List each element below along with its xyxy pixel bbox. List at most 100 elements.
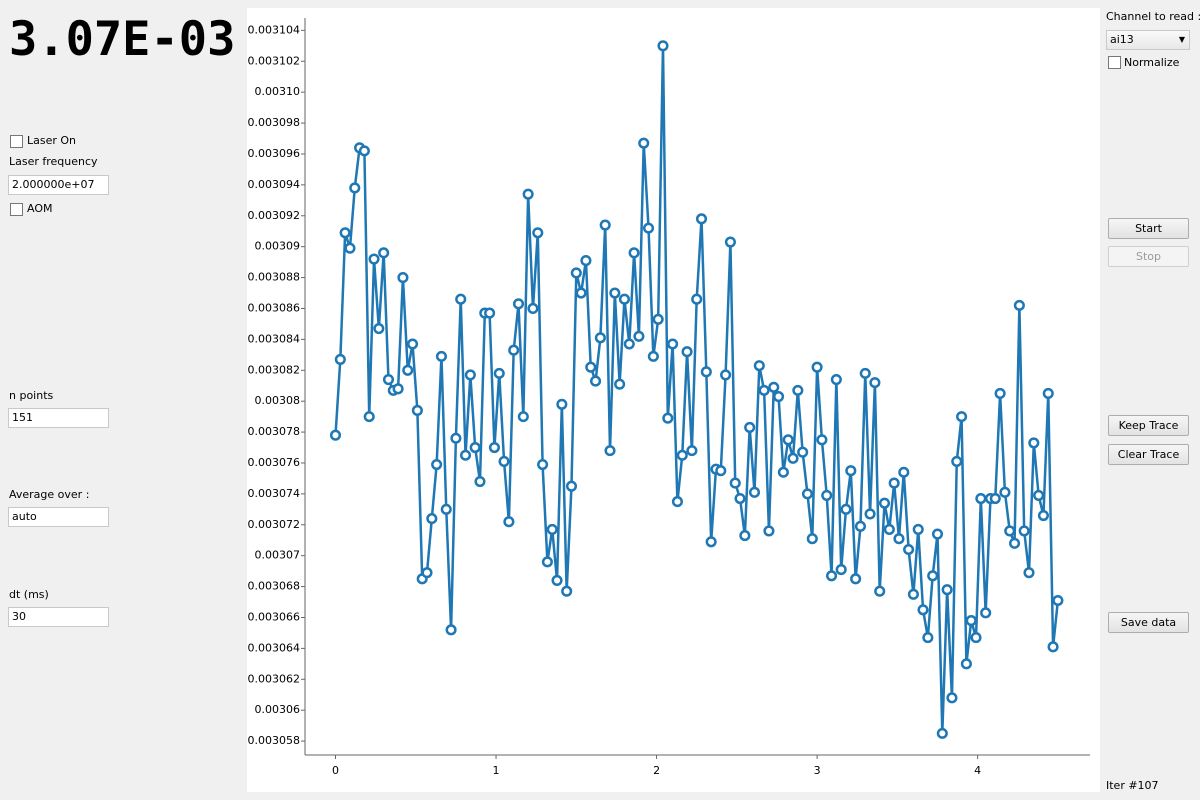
data-point [830,373,842,386]
data-point [859,367,871,379]
data-point [840,503,852,515]
data-point [917,604,929,616]
data-point [671,496,683,508]
data-point [609,287,621,299]
data-point [816,434,828,446]
y-tick-label: 0.00309 [255,240,301,253]
data-point [1004,525,1016,537]
data-point [946,692,958,704]
data-point [484,307,496,319]
data-point [1052,594,1064,607]
data-point [1023,567,1035,579]
data-point [633,330,645,342]
data-point [469,441,481,454]
data-point [715,465,727,477]
data-point [614,378,626,390]
data-point [498,455,510,467]
data-point [676,449,688,461]
data-point [363,411,375,423]
data-point [1028,437,1040,449]
data-point [517,411,529,423]
data-point [493,367,505,379]
data-point [864,508,876,520]
data-point [1013,299,1025,311]
data-point [907,588,919,600]
data-point [758,384,770,396]
checkbox[interactable] [1108,56,1121,69]
data-point [821,489,833,501]
checkbox[interactable] [10,203,23,216]
y-tick-label: 0.003098 [248,116,301,129]
data-point [748,486,761,498]
status-text: Iter #107 [1106,779,1159,792]
data-point [604,445,616,457]
data-point [397,272,409,284]
data-point [792,384,804,396]
data-point [1042,387,1054,400]
data-point [903,543,915,556]
data-point [642,222,655,234]
button[interactable]: Save data [1108,612,1189,633]
data-point [426,513,438,525]
data-point [464,369,476,381]
data-point [565,480,578,492]
data-point [686,445,698,457]
data-point [599,219,611,231]
data-point [435,350,448,362]
data-point [580,255,592,267]
dropdown[interactable]: ai13 ▼ [1106,30,1190,50]
data-point [753,360,765,372]
data-point [628,247,640,259]
data-point [618,293,631,305]
data-point [825,570,838,582]
data-point [931,528,944,540]
data-point [344,242,356,254]
data-point [440,503,452,515]
data-point [431,458,443,471]
data-point [927,570,939,582]
y-tick-label: 0.003096 [248,147,301,160]
data-point [652,313,664,325]
checkbox-label[interactable]: AOM [27,202,53,215]
text-input[interactable]: auto [8,507,109,527]
data-point [349,182,361,194]
data-point [411,404,423,416]
data-point [657,40,669,52]
data-point [734,492,746,505]
data-point [739,530,751,542]
button-disabled[interactable]: Stop [1108,246,1189,267]
checkbox[interactable] [10,135,23,148]
data-point [570,267,582,279]
data-point [378,247,390,259]
data-point [994,387,1006,400]
data-point [729,477,741,489]
checkbox-label[interactable]: Normalize [1124,56,1180,69]
data-point [854,520,866,532]
y-tick-label: 0.00310 [255,85,301,98]
data-point [339,227,351,239]
y-tick-label: 0.003086 [248,301,301,314]
data-point [334,353,346,366]
text-input[interactable]: 2.000000e+07 [8,175,109,195]
button[interactable]: Start [1108,218,1189,239]
button[interactable]: Clear Trace [1108,444,1189,465]
y-tick-label: 0.00308 [255,394,301,407]
data-point [797,446,809,458]
data-point [898,466,910,478]
text-input[interactable]: 30 [8,607,109,627]
data-point [532,227,544,239]
checkbox-label[interactable]: Laser On [27,134,77,147]
data-point [787,452,799,464]
data-point [382,373,395,386]
data-point [806,533,818,545]
data-point [1009,537,1021,549]
button[interactable]: Keep Trace [1108,415,1189,436]
data-point [705,536,717,548]
text-input[interactable]: 151 [8,408,109,428]
data-point [893,533,905,545]
y-tick-label: 0.003082 [248,363,301,376]
dropdown-arrow: ▼ [1178,35,1185,44]
data-point [623,338,635,350]
data-point [445,624,457,636]
data-point [835,564,847,576]
